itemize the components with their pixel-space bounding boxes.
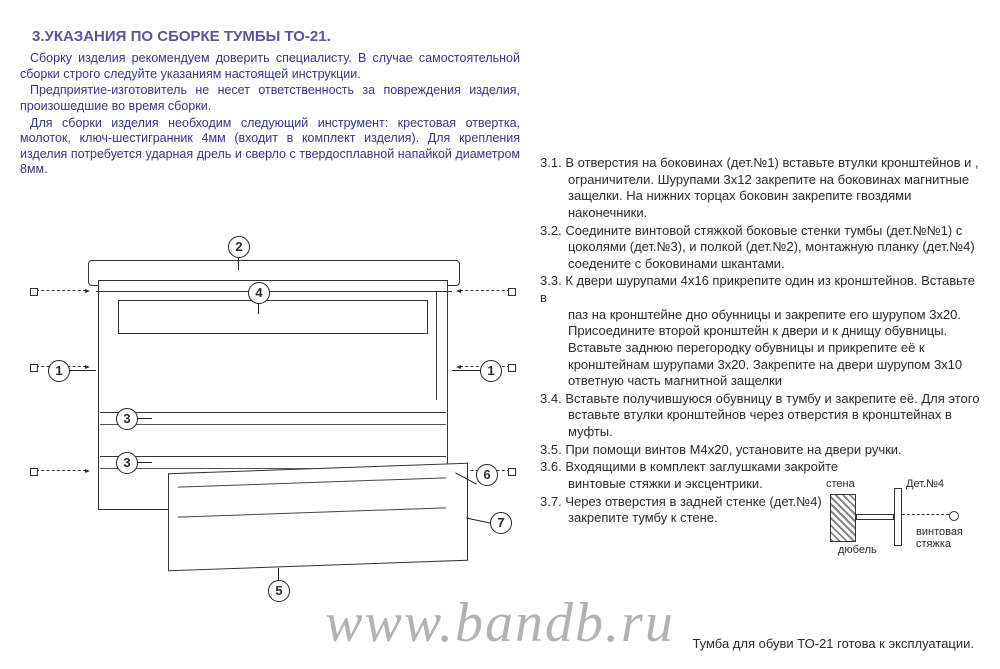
- assembly-diagram: 1 1 2 3 3 4 5 6 7: [18, 220, 528, 600]
- step-3-1-n: 3.1.: [540, 155, 562, 170]
- part-drawer-inner: [178, 467, 446, 558]
- part-shelf-3b: [100, 456, 446, 457]
- step-3-5-head: При помощи винтов М4х20, установите на д…: [565, 442, 901, 457]
- mini-label-dowel: дюбель: [838, 544, 877, 556]
- step-3-6-head: Входящими в комплект заглушками закройте: [565, 459, 838, 474]
- intro-p2: Предприятие-изготовитель не несет ответс…: [20, 83, 520, 114]
- fastener-right-top: [460, 290, 510, 291]
- step-3-1-head: В отверстия на боковинах (дет.№1) вставь…: [565, 155, 978, 170]
- callout-2: 2: [228, 236, 250, 258]
- fastener-left-bot: [36, 470, 86, 471]
- footer-note: Тумба для обуви ТО-21 готова к эксплуата…: [692, 636, 974, 651]
- fastener-left-top: [36, 290, 86, 291]
- mini-label-tie: винтовая стяжка: [916, 526, 963, 550]
- step-3-1-body: ограничители. Шурупами 3х12 закрепите на…: [540, 172, 980, 222]
- lead-2: [238, 256, 239, 270]
- step-3-3-head: К двери шурупами 4х16 прикрепите один из…: [540, 273, 975, 305]
- step-3-7-n: 3.7.: [540, 494, 562, 509]
- step-3-7-head: Через отверстия в задней стенке (дет.№4): [565, 494, 821, 509]
- step-3-2-body: цоколями (дет.№3), и полкой (дет.№2), мо…: [540, 239, 980, 272]
- step-3-4-body: вставьте втулки кронштейнов через отверс…: [540, 407, 980, 440]
- callout-6: 6: [476, 464, 498, 486]
- step-3-5-n: 3.5.: [540, 442, 562, 457]
- callout-1-left: 1: [48, 360, 70, 382]
- intro-p3: Для сборки изделия необходим следующий и…: [20, 116, 520, 179]
- mini-label-wall: стена: [826, 478, 855, 490]
- step-3-3-body: паз на кронштейне дно обунницы и закрепи…: [540, 307, 980, 390]
- part-panel-4: [118, 300, 428, 334]
- intro-p1: Сборку изделия рекомендуем доверить спец…: [20, 51, 520, 82]
- mini-wall-hatch: [830, 494, 856, 542]
- callout-5: 5: [268, 580, 290, 602]
- wall-mount-diagram: стена Дет.№4 дюбель винтовая стяжка: [824, 478, 974, 558]
- callout-3-upper: 3: [116, 408, 138, 430]
- step-3-2-head: Соедините винтовой стяжкой боковые стенк…: [565, 223, 962, 238]
- step-3-4-head: Вставьте получившуюся обувницу в тумбу и…: [565, 391, 979, 406]
- step-3-3-n: 3.3.: [540, 273, 562, 288]
- part-shelf-3a: [100, 412, 446, 413]
- steps-list: 3.1. В отверстия на боковинах (дет.№1) в…: [540, 155, 980, 528]
- mini-tie: [902, 514, 954, 515]
- callout-7: 7: [490, 512, 512, 534]
- mini-dowel: [856, 514, 894, 520]
- intro-block: Сборку изделия рекомендуем доверить спец…: [20, 51, 520, 178]
- callout-1-right: 1: [480, 360, 502, 382]
- part-top-edge: [96, 280, 452, 292]
- step-3-6-n: 3.6.: [540, 459, 562, 474]
- mini-det4-panel: [894, 488, 902, 546]
- step-3-2-n: 3.2.: [540, 223, 562, 238]
- lead-3a: [136, 418, 152, 419]
- callout-3-lower: 3: [116, 452, 138, 474]
- part-shelf-3a-edge: [100, 424, 446, 425]
- step-3-4-n: 3.4.: [540, 391, 562, 406]
- lead-3b: [136, 462, 152, 463]
- section-title: 3.УКАЗАНИЯ ПО СБОРКЕ ТУМБЫ ТО-21.: [20, 28, 980, 45]
- lead-1b: [452, 370, 482, 371]
- lead-7: [466, 518, 490, 524]
- lead-1a: [66, 370, 96, 371]
- part-inner-vline: [436, 292, 437, 400]
- callout-4: 4: [248, 282, 270, 304]
- mini-label-det4: Дет.№4: [906, 478, 944, 490]
